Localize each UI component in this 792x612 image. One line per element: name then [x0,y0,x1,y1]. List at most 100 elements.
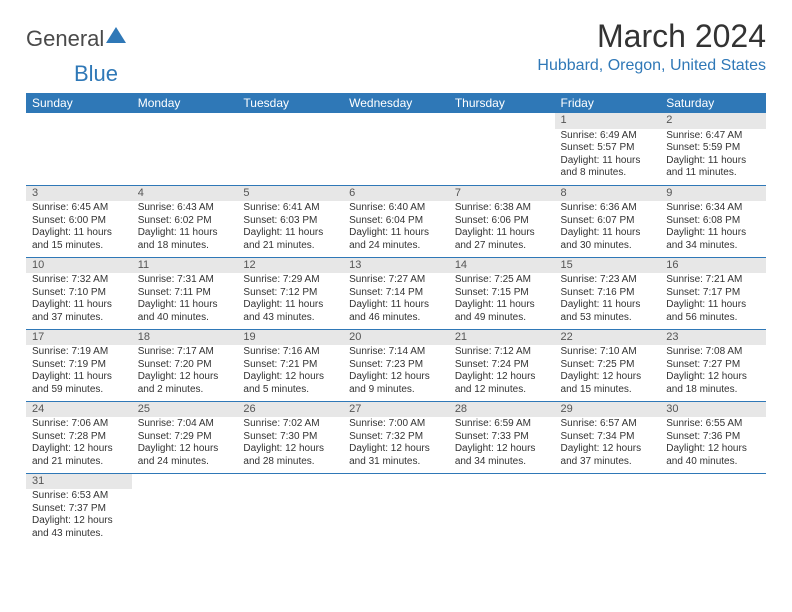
day-number: 2 [660,113,766,129]
day-number: 26 [237,402,343,418]
day-number: 12 [237,258,343,274]
calendar-cell-empty [237,473,343,545]
day-number: 24 [26,402,132,418]
day-body: Sunrise: 6:43 AMSunset: 6:02 PMDaylight:… [132,201,238,255]
day-number: 16 [660,258,766,274]
daylight-text: Daylight: 12 hours and 5 minutes. [243,371,337,396]
sunset-text: Sunset: 7:21 PM [243,359,337,372]
sunrise-text: Sunrise: 7:06 AM [32,418,126,431]
daylight-text: Daylight: 12 hours and 18 minutes. [666,371,760,396]
day-number: 6 [343,186,449,202]
sunset-text: Sunset: 7:27 PM [666,359,760,372]
calendar-row: 24Sunrise: 7:06 AMSunset: 7:28 PMDayligh… [26,401,766,473]
sunrise-text: Sunrise: 6:38 AM [455,202,549,215]
day-body: Sunrise: 7:00 AMSunset: 7:32 PMDaylight:… [343,417,449,471]
sunset-text: Sunset: 7:33 PM [455,431,549,444]
daylight-text: Daylight: 12 hours and 21 minutes. [32,443,126,468]
sunrise-text: Sunrise: 6:57 AM [561,418,655,431]
calendar-cell-empty [449,473,555,545]
location-label: Hubbard, Oregon, United States [537,57,766,75]
sunrise-text: Sunrise: 6:49 AM [561,130,655,143]
day-number: 23 [660,330,766,346]
sunrise-text: Sunrise: 7:17 AM [138,346,232,359]
calendar-cell-empty [343,473,449,545]
day-number: 10 [26,258,132,274]
calendar-cell: 4Sunrise: 6:43 AMSunset: 6:02 PMDaylight… [132,185,238,257]
sunset-text: Sunset: 7:19 PM [32,359,126,372]
calendar-row: 10Sunrise: 7:32 AMSunset: 7:10 PMDayligh… [26,257,766,329]
calendar-cell: 12Sunrise: 7:29 AMSunset: 7:12 PMDayligh… [237,257,343,329]
sunrise-text: Sunrise: 7:12 AM [455,346,549,359]
calendar-cell: 26Sunrise: 7:02 AMSunset: 7:30 PMDayligh… [237,401,343,473]
sunrise-text: Sunrise: 7:08 AM [666,346,760,359]
day-body: Sunrise: 7:27 AMSunset: 7:14 PMDaylight:… [343,273,449,327]
calendar-cell: 11Sunrise: 7:31 AMSunset: 7:11 PMDayligh… [132,257,238,329]
sunrise-text: Sunrise: 7:27 AM [349,274,443,287]
calendar-cell: 9Sunrise: 6:34 AMSunset: 6:08 PMDaylight… [660,185,766,257]
calendar-row: 31Sunrise: 6:53 AMSunset: 7:37 PMDayligh… [26,473,766,545]
sunset-text: Sunset: 7:15 PM [455,287,549,300]
sunset-text: Sunset: 5:59 PM [666,142,760,155]
day-body: Sunrise: 6:40 AMSunset: 6:04 PMDaylight:… [343,201,449,255]
calendar-row: 1Sunrise: 6:49 AMSunset: 5:57 PMDaylight… [26,113,766,185]
sunset-text: Sunset: 7:37 PM [32,503,126,516]
sunset-text: Sunset: 6:03 PM [243,215,337,228]
day-number: 3 [26,186,132,202]
day-number: 18 [132,330,238,346]
calendar-cell: 1Sunrise: 6:49 AMSunset: 5:57 PMDaylight… [555,113,661,185]
sunset-text: Sunset: 6:07 PM [561,215,655,228]
daylight-text: Daylight: 12 hours and 15 minutes. [561,371,655,396]
calendar-cell: 10Sunrise: 7:32 AMSunset: 7:10 PMDayligh… [26,257,132,329]
sunset-text: Sunset: 5:57 PM [561,142,655,155]
daylight-text: Daylight: 12 hours and 34 minutes. [455,443,549,468]
day-body: Sunrise: 7:17 AMSunset: 7:20 PMDaylight:… [132,345,238,399]
sunrise-text: Sunrise: 7:14 AM [349,346,443,359]
day-body: Sunrise: 6:49 AMSunset: 5:57 PMDaylight:… [555,129,661,183]
daylight-text: Daylight: 11 hours and 15 minutes. [32,227,126,252]
sunset-text: Sunset: 6:08 PM [666,215,760,228]
day-number: 14 [449,258,555,274]
sunrise-text: Sunrise: 7:10 AM [561,346,655,359]
sunrise-text: Sunrise: 7:19 AM [32,346,126,359]
calendar-cell: 20Sunrise: 7:14 AMSunset: 7:23 PMDayligh… [343,329,449,401]
calendar-cell: 14Sunrise: 7:25 AMSunset: 7:15 PMDayligh… [449,257,555,329]
daylight-text: Daylight: 11 hours and 27 minutes. [455,227,549,252]
day-body: Sunrise: 7:08 AMSunset: 7:27 PMDaylight:… [660,345,766,399]
sunset-text: Sunset: 7:16 PM [561,287,655,300]
sunset-text: Sunset: 7:25 PM [561,359,655,372]
daylight-text: Daylight: 11 hours and 53 minutes. [561,299,655,324]
day-body: Sunrise: 7:02 AMSunset: 7:30 PMDaylight:… [237,417,343,471]
day-number: 4 [132,186,238,202]
sunset-text: Sunset: 6:06 PM [455,215,549,228]
daylight-text: Daylight: 11 hours and 43 minutes. [243,299,337,324]
daylight-text: Daylight: 11 hours and 30 minutes. [561,227,655,252]
calendar-body: 1Sunrise: 6:49 AMSunset: 5:57 PMDaylight… [26,113,766,545]
day-number: 20 [343,330,449,346]
sunset-text: Sunset: 7:23 PM [349,359,443,372]
sunset-text: Sunset: 7:24 PM [455,359,549,372]
calendar-cell: 23Sunrise: 7:08 AMSunset: 7:27 PMDayligh… [660,329,766,401]
sunset-text: Sunset: 6:00 PM [32,215,126,228]
day-body: Sunrise: 7:23 AMSunset: 7:16 PMDaylight:… [555,273,661,327]
sunrise-text: Sunrise: 6:43 AM [138,202,232,215]
day-body: Sunrise: 6:57 AMSunset: 7:34 PMDaylight:… [555,417,661,471]
calendar-cell: 24Sunrise: 7:06 AMSunset: 7:28 PMDayligh… [26,401,132,473]
sunset-text: Sunset: 7:36 PM [666,431,760,444]
sunrise-text: Sunrise: 7:00 AM [349,418,443,431]
daylight-text: Daylight: 11 hours and 21 minutes. [243,227,337,252]
sunrise-text: Sunrise: 7:31 AM [138,274,232,287]
day-number: 25 [132,402,238,418]
day-number: 30 [660,402,766,418]
sunrise-text: Sunrise: 6:47 AM [666,130,760,143]
calendar-cell: 15Sunrise: 7:23 AMSunset: 7:16 PMDayligh… [555,257,661,329]
sunrise-text: Sunrise: 6:59 AM [455,418,549,431]
day-body: Sunrise: 6:38 AMSunset: 6:06 PMDaylight:… [449,201,555,255]
month-title: March 2024 [537,18,766,55]
daylight-text: Daylight: 11 hours and 40 minutes. [138,299,232,324]
day-number: 21 [449,330,555,346]
day-number: 11 [132,258,238,274]
calendar-cell: 5Sunrise: 6:41 AMSunset: 6:03 PMDaylight… [237,185,343,257]
sunrise-text: Sunrise: 6:45 AM [32,202,126,215]
sail-icon [106,26,128,44]
day-header: Monday [132,93,238,113]
